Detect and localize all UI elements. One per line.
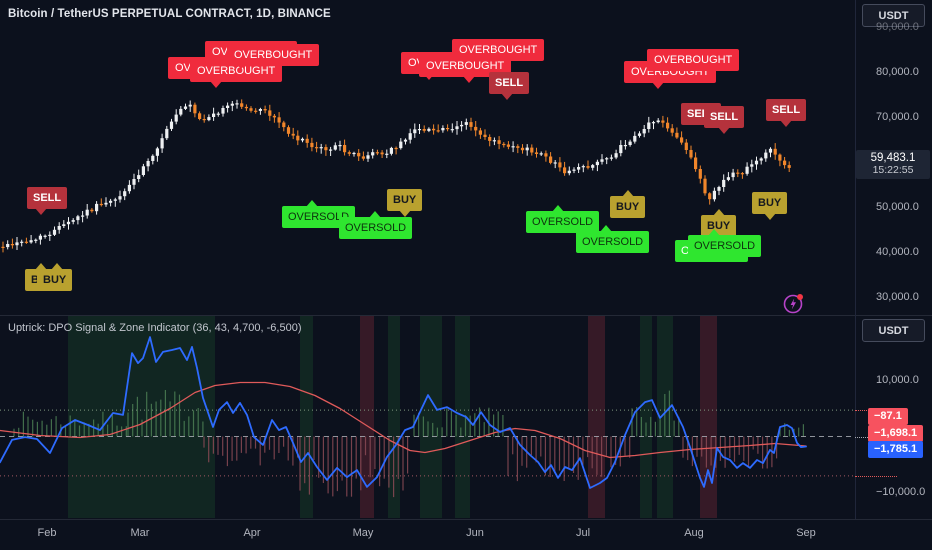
lightning-glyph (790, 298, 796, 310)
indicator-axis-label: 10,000.0 (876, 373, 919, 386)
price-axis[interactable]: USDT 59,483.1 15:22:55 90,000.0 80,000.0 7… (855, 0, 932, 315)
time-axis-label: Sep (796, 527, 816, 539)
indicator-value-badge: −87.1 (868, 408, 908, 425)
time-axis-label: Feb (37, 527, 57, 539)
time-axis-label: Jul (575, 527, 591, 539)
countdown-timer: 15:22:55 (872, 164, 914, 177)
indicator-axis-label: −10,000.0 (876, 485, 926, 498)
axis-level-stub (855, 475, 897, 477)
last-price-value: 59,483.1 (870, 152, 916, 165)
price-axis-label: 30,000.0 (876, 291, 919, 303)
indicator-title: Uptrick: DPO Signal & Zone Indicator (36… (8, 322, 302, 334)
alert-dot (797, 294, 803, 300)
indicator-currency-button[interactable]: USDT (862, 319, 925, 342)
price-axis-label: 70,000.0 (876, 111, 919, 123)
time-axis-label: Aug (684, 527, 704, 539)
axis-level-stub (855, 410, 869, 412)
candlestick-series (1, 99, 791, 253)
indicator-axis[interactable]: USDT 10,000.0 −10,000.0 −87.1 −1,698.1 −1,78… (855, 315, 932, 519)
time-axis-label: Jun (466, 527, 484, 539)
time-axis[interactable]: Feb Mar Apr May Jun Jul Aug Sep (0, 519, 932, 550)
pane-divider[interactable] (0, 315, 932, 316)
indicator-value-badge: −1,698.1 (868, 424, 924, 442)
dpo-line (0, 336, 807, 489)
time-axis-label: Apr (243, 527, 261, 539)
signal-line (0, 381, 807, 459)
axis-level-stub (855, 436, 868, 438)
price-axis-label: 80,000.0 (876, 66, 919, 78)
symbol-title: Bitcoin / TetherUS PERPETUAL CONTRACT, 1… (8, 8, 331, 20)
time-axis-label: May (352, 527, 374, 539)
time-axis-label: Mar (130, 527, 150, 539)
price-axis-label: 90,000.0 (876, 21, 919, 33)
price-axis-label: 50,000.0 (876, 201, 919, 213)
last-price-label: 59,483.1 15:22:55 (856, 150, 930, 180)
currency-toggle-button[interactable]: USDT (862, 4, 925, 27)
price-axis-divider (855, 0, 856, 519)
boost-lightning-icon[interactable] (782, 292, 806, 316)
price-axis-label: 40,000.0 (876, 246, 919, 258)
chart-plot-area[interactable] (0, 0, 855, 550)
indicator-value-badge: −1,785.1 (868, 441, 924, 458)
